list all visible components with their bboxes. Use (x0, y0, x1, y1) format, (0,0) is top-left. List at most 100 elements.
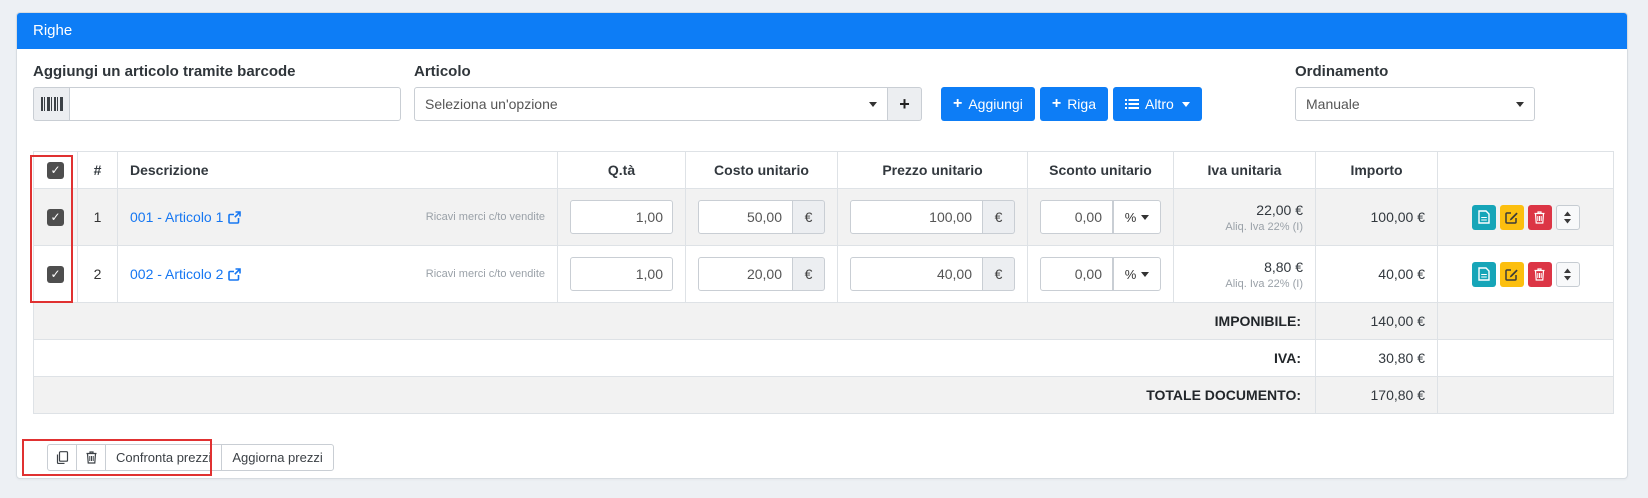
sort-arrows-icon (1563, 268, 1572, 281)
toolbar: Aggiungi un articolo tramite barcode Art… (33, 63, 1611, 121)
barcode-label: Aggiungi un articolo tramite barcode (33, 63, 296, 80)
delete-rows-button[interactable] (76, 444, 106, 471)
unit-discount-input[interactable] (1040, 200, 1113, 234)
col-unit-vat: Iva unitaria (1173, 151, 1316, 189)
file-icon (1477, 267, 1490, 281)
plus-icon: + (1051, 95, 1062, 112)
table-row: ✓ 1 001 - Articolo 1 Ricavi merci c/to v… (33, 188, 1614, 246)
col-actions (1437, 151, 1614, 189)
imponibile-label: IMPONIBILE: (33, 302, 1316, 340)
delete-button[interactable] (1527, 261, 1552, 287)
bulk-actions-group: Confronta prezzi Aggiorna prezzi (47, 444, 334, 471)
account-label: Ricavi merci c/to vendite (425, 268, 545, 280)
confronta-prezzi-button[interactable]: Confronta prezzi (105, 444, 223, 471)
article-label: Articolo (414, 63, 471, 80)
article-select-value: Seleziona un'opzione (425, 96, 558, 112)
total-row: IVA: 30,80 € (33, 339, 1614, 377)
col-unit-cost: Costo unitario (685, 151, 838, 189)
euro-addon: € (793, 257, 825, 291)
sort-arrows-icon (1563, 211, 1572, 224)
vat-amount: 8,80 € (1264, 258, 1303, 275)
qty-input[interactable] (570, 200, 673, 234)
plus-icon: + (899, 93, 910, 114)
trash-icon (1534, 267, 1545, 281)
col-unit-price: Prezzo unitario (837, 151, 1028, 189)
select-all-checkbox[interactable]: ✓ (47, 161, 64, 179)
discount-unit-select[interactable]: % (1113, 200, 1161, 234)
row-amount: 40,00 € (1315, 245, 1438, 303)
vat-amount: 22,00 € (1256, 201, 1303, 218)
euro-addon: € (983, 200, 1015, 234)
righe-panel: Righe Aggiungi un articolo tramite barco… (16, 12, 1628, 479)
article-select[interactable]: Seleziona un'opzione (414, 87, 888, 121)
check-icon: ✓ (50, 266, 61, 281)
edit-icon (1505, 268, 1518, 281)
euro-addon: € (793, 200, 825, 234)
imponibile-value: 140,00 € (1315, 302, 1438, 340)
row-checkbox[interactable]: ✓ (47, 208, 64, 226)
col-num: # (77, 151, 118, 189)
trash-icon (86, 451, 97, 464)
unit-price-input[interactable] (850, 257, 983, 291)
move-button[interactable] (1555, 204, 1580, 230)
unit-price-input[interactable] (850, 200, 983, 234)
external-link-icon (228, 267, 242, 281)
article-link[interactable]: 002 - Articolo 2 (130, 266, 242, 282)
barcode-input[interactable] (69, 87, 401, 121)
riga-button[interactable]: + Riga (1039, 87, 1108, 121)
account-label: Ricavi merci c/to vendite (425, 211, 545, 223)
plus-icon: + (953, 95, 963, 112)
article-link[interactable]: 001 - Articolo 1 (130, 209, 242, 225)
col-amount: Importo (1315, 151, 1438, 189)
check-icon: ✓ (50, 162, 61, 177)
ordering-select-value: Manuale (1306, 96, 1360, 112)
external-link-icon (228, 210, 242, 224)
col-unit-discount: Sconto unitario (1027, 151, 1174, 189)
file-button[interactable] (1471, 261, 1496, 287)
duplicate-rows-button[interactable] (47, 444, 77, 471)
unit-cost-input[interactable] (698, 257, 793, 291)
select-all-header: ✓ (33, 151, 78, 189)
edit-button[interactable] (1499, 261, 1524, 287)
unit-cost-input[interactable] (698, 200, 793, 234)
move-button[interactable] (1555, 261, 1580, 287)
chevron-down-icon (1141, 271, 1150, 277)
col-description: Descrizione (117, 151, 558, 189)
totale-documento-value: 170,80 € (1315, 376, 1438, 414)
rows-table: ✓ # Descrizione Q.tà Costo unitario Prez… (33, 151, 1614, 414)
panel-title: Righe (17, 13, 1627, 49)
row-amount: 100,00 € (1315, 188, 1438, 246)
vat-note: Aliq. Iva 22% (I) (1225, 220, 1303, 233)
chevron-down-icon (1141, 214, 1150, 220)
file-button[interactable] (1471, 204, 1496, 230)
row-number: 2 (77, 245, 118, 303)
iva-value: 30,80 € (1315, 339, 1438, 377)
barcode-icon (33, 87, 69, 121)
check-icon: ✓ (50, 209, 61, 224)
chevron-down-icon (1516, 101, 1524, 107)
unit-discount-input[interactable] (1040, 257, 1113, 291)
vat-note: Aliq. Iva 22% (I) (1225, 277, 1303, 290)
totale-documento-label: TOTALE DOCUMENTO: (33, 376, 1316, 414)
table-header-row: ✓ # Descrizione Q.tà Costo unitario Prez… (33, 151, 1614, 189)
col-qty: Q.tà (557, 151, 686, 189)
edit-button[interactable] (1499, 204, 1524, 230)
qty-input[interactable] (570, 257, 673, 291)
iva-label: IVA: (33, 339, 1316, 377)
add-article-button[interactable]: + (888, 87, 922, 121)
copy-icon (56, 451, 69, 464)
trash-icon (1534, 210, 1545, 224)
list-icon (1124, 98, 1139, 110)
aggiungi-button[interactable]: + Aggiungi (941, 87, 1035, 121)
discount-unit-select[interactable]: % (1113, 257, 1161, 291)
altro-button[interactable]: Altro (1112, 87, 1202, 121)
edit-icon (1505, 211, 1518, 224)
ordering-label: Ordinamento (1295, 63, 1389, 80)
row-checkbox[interactable]: ✓ (47, 265, 64, 283)
aggiorna-prezzi-button[interactable]: Aggiorna prezzi (221, 444, 334, 471)
delete-button[interactable] (1527, 204, 1552, 230)
total-row: TOTALE DOCUMENTO: 170,80 € (33, 376, 1614, 414)
chevron-down-icon (1181, 101, 1190, 107)
row-number: 1 (77, 188, 118, 246)
ordering-select[interactable]: Manuale (1295, 87, 1535, 121)
